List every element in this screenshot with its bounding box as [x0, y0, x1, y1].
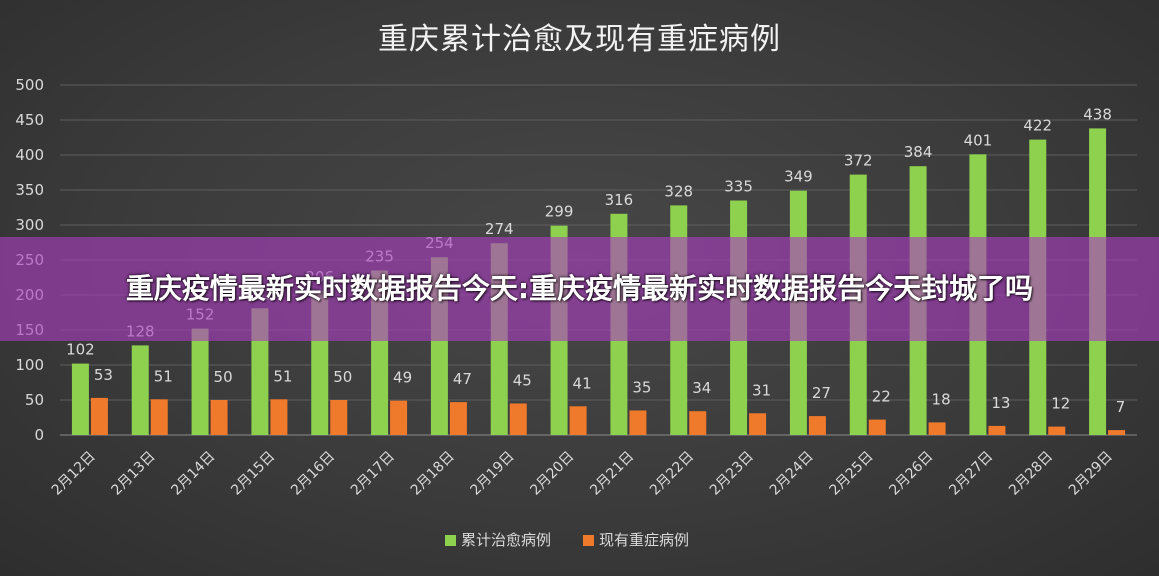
data-label-cured: 335	[724, 178, 753, 196]
x-tick-label: 2月17日	[348, 449, 398, 499]
bar-cured	[71, 363, 89, 435]
x-tick-label: 2月18日	[408, 449, 458, 499]
x-tick-label: 2月21日	[587, 449, 637, 499]
y-tick-label: 0	[34, 426, 44, 444]
data-label-cured: 274	[485, 220, 514, 238]
data-label-severe: 18	[932, 390, 951, 408]
bar-severe	[150, 399, 168, 435]
x-tick-label: 2月20日	[527, 449, 577, 499]
bar-severe	[988, 425, 1006, 435]
x-tick-label: 2月12日	[49, 449, 99, 499]
bar-severe	[629, 410, 647, 435]
data-label-severe: 13	[991, 394, 1010, 412]
data-label-severe: 35	[632, 379, 651, 397]
headline-banner: 重庆疫情最新实时数据报告今天:重庆疫情最新实时数据报告今天封城了吗	[0, 237, 1159, 341]
data-label-cured: 328	[664, 182, 693, 200]
data-label-cured: 349	[784, 168, 813, 186]
data-label-severe: 34	[692, 379, 711, 397]
bar-severe	[90, 397, 108, 435]
data-label-severe: 27	[812, 384, 831, 402]
x-tick-label: 2月28日	[1006, 449, 1056, 499]
bar-severe	[509, 403, 527, 435]
bar-severe	[270, 399, 288, 435]
bar-cured	[191, 328, 209, 435]
x-tick-label: 2月23日	[707, 449, 757, 499]
data-label-cured: 102	[66, 341, 95, 359]
y-tick-label: 400	[15, 146, 44, 164]
bar-severe	[390, 400, 408, 435]
data-label-cured: 299	[545, 203, 574, 221]
x-tick-label: 2月29日	[1066, 449, 1116, 499]
data-label-severe: 7	[1116, 398, 1126, 416]
data-label-severe: 47	[453, 370, 472, 388]
x-tick-label: 2月26日	[886, 449, 936, 499]
data-label-severe: 49	[393, 369, 412, 387]
bar-severe	[210, 400, 228, 435]
y-tick-label: 350	[15, 181, 44, 199]
data-label-cured: 438	[1083, 105, 1112, 123]
data-label-severe: 41	[573, 374, 592, 392]
bar-severe	[928, 422, 946, 435]
x-tick-label: 2月25日	[827, 449, 877, 499]
data-label-severe: 31	[752, 381, 771, 399]
bar-severe	[449, 402, 467, 435]
data-label-severe: 51	[154, 367, 173, 385]
y-tick-label: 500	[15, 76, 44, 94]
data-label-cured: 422	[1023, 117, 1052, 135]
bar-severe	[1108, 430, 1126, 435]
data-label-severe: 50	[214, 368, 233, 386]
data-label-cured: 401	[964, 131, 993, 149]
legend-label-cured: 累计治愈病例	[461, 531, 551, 549]
data-label-severe: 45	[513, 372, 532, 390]
x-tick-label: 2月24日	[767, 449, 817, 499]
bar-severe	[330, 400, 348, 435]
bar-severe	[749, 413, 767, 435]
bar-severe	[689, 411, 707, 435]
data-label-severe: 50	[333, 368, 352, 386]
y-tick-label: 450	[15, 111, 44, 129]
data-label-cured: 372	[844, 152, 873, 170]
data-label-severe: 22	[872, 388, 891, 406]
legend-label-severe: 现有重症病例	[599, 531, 689, 549]
x-tick-label: 2月19日	[468, 449, 518, 499]
y-tick-label: 300	[15, 216, 44, 234]
bar-severe	[569, 406, 587, 435]
y-tick-label: 50	[25, 391, 44, 409]
x-tick-label: 2月14日	[168, 449, 218, 499]
bar-severe	[1048, 426, 1066, 435]
x-tick-label: 2月15日	[228, 449, 278, 499]
x-tick-label: 2月22日	[647, 449, 697, 499]
x-tick-label: 2月27日	[946, 449, 996, 499]
bar-cured	[131, 345, 149, 435]
x-tick-label: 2月13日	[109, 449, 159, 499]
data-label-cured: 384	[904, 143, 933, 161]
bar-severe	[868, 419, 886, 435]
y-tick-label: 100	[15, 356, 44, 374]
data-label-cured: 316	[605, 191, 634, 209]
chart-title: 重庆累计治愈及现有重症病例	[378, 22, 781, 57]
x-tick-label: 2月16日	[288, 449, 338, 499]
headline-text: 重庆疫情最新实时数据报告今天:重庆疫情最新实时数据报告今天封城了吗	[125, 272, 1034, 305]
data-label-severe: 51	[273, 367, 292, 385]
data-label-severe: 53	[94, 366, 113, 384]
data-label-severe: 12	[1051, 395, 1070, 413]
bar-severe	[808, 416, 826, 435]
legend-swatch-cured	[445, 535, 456, 546]
legend-swatch-severe	[583, 535, 594, 546]
